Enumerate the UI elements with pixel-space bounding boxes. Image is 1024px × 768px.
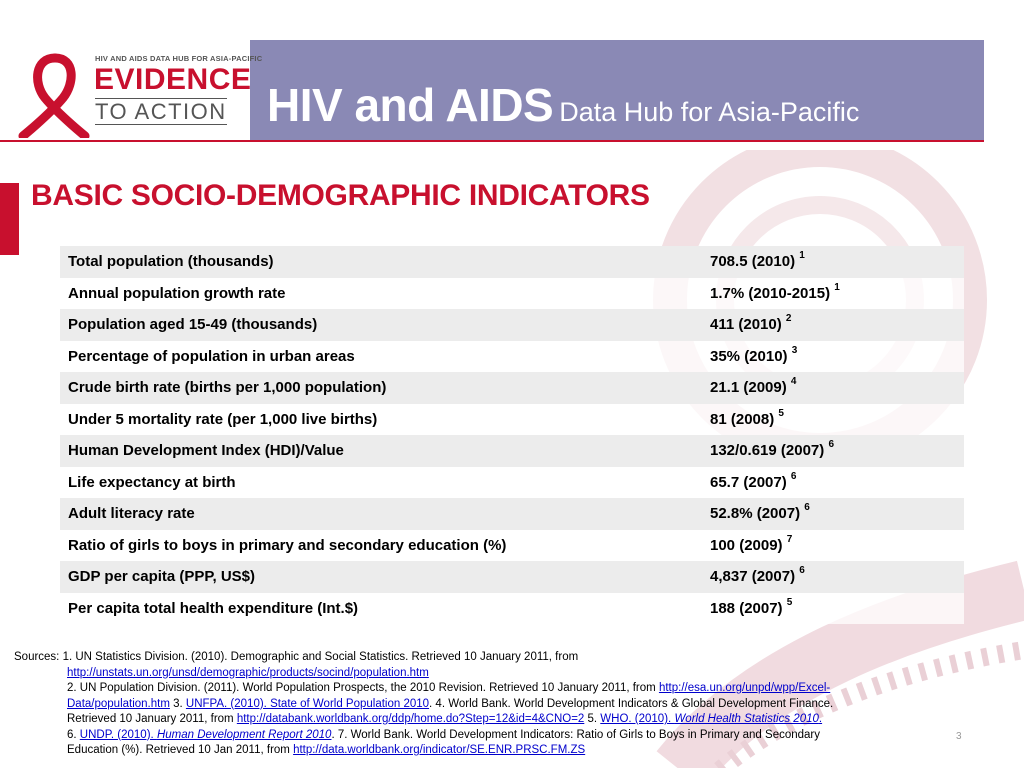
table-row: Under 5 mortality rate (per 1,000 live b… (60, 403, 964, 435)
footnote-ref: 6 (790, 470, 797, 482)
indicator-label: Crude birth rate (births per 1,000 popul… (60, 372, 702, 404)
table-row: GDP per capita (PPP, US$) 4,837 (2007) 6 (60, 561, 964, 593)
indicator-value-cell: 35% (2010) 3 (702, 340, 964, 372)
indicator-value-cell: 188 (2007) 5 (702, 592, 964, 624)
title-main: HIV and AIDS (267, 79, 554, 131)
indicator-label: Life expectancy at birth (60, 466, 702, 498)
indicator-label: Under 5 mortality rate (per 1,000 live b… (60, 403, 702, 435)
source-link-5[interactable]: WHO. (2010). World Health Statistics 201… (600, 713, 823, 725)
footnote-ref: 6 (828, 439, 834, 451)
indicator-value: 1.7% (2010-2015) (710, 284, 831, 302)
indicator-value-cell: 4,837 (2007) 6 (702, 561, 964, 593)
indicator-value-cell: 65.7 (2007) 6 (702, 466, 964, 498)
indicator-value-cell: 21.1 (2009) 4 (702, 372, 964, 404)
footnote-ref: 5 (786, 596, 793, 608)
logo-evidence: EVIDENCE (94, 63, 252, 96)
footnote-ref: 5 (778, 407, 784, 419)
indicator-value-cell: 132/0.619 (2007) 6 (702, 435, 964, 467)
indicators-table: Total population (thousands) 708.5 (2010)… (60, 246, 964, 624)
source-link-2a[interactable]: http://esa.un.org/unpd/wpp/Excel- (658, 682, 831, 694)
table-row: Life expectancy at birth 65.7 (2007) 6 (60, 466, 964, 498)
indicator-value-cell: 708.5 (2010) 1 (702, 246, 964, 278)
indicator-value: 4,837 (2007) (710, 568, 796, 586)
footnote-ref: 6 (799, 565, 805, 577)
header-divider (0, 140, 984, 142)
footnote-ref: 7 (786, 533, 793, 545)
section-title: BASIC SOCIO-DEMOGRAPHIC INDICATORS (31, 179, 650, 212)
source-line-5: Retrieved 10 January 2011, from http://d… (67, 713, 823, 725)
table-row: Crude birth rate (births per 1,000 popul… (60, 372, 964, 404)
indicator-value-cell: 100 (2009) 7 (702, 529, 964, 561)
indicator-value: 35% (2010) (710, 347, 788, 365)
table-row: Total population (thousands) 708.5 (2010)… (60, 246, 964, 278)
indicator-value: 411 (2010) (710, 316, 782, 334)
footnote-ref: 6 (804, 502, 810, 514)
indicator-value-cell: 52.8% (2007) 6 (702, 498, 964, 530)
table-row: Adult literacy rate 52.8% (2007) 6 (60, 498, 964, 530)
section-accent-bar (0, 183, 19, 255)
table-row: Population aged 15-49 (thousands) 411 (20… (60, 309, 964, 341)
table-row: Percentage of population in urban areas 3… (60, 340, 964, 372)
title-sub: Data Hub for Asia-Pacific (559, 97, 860, 127)
indicator-value: 188 (2007) (710, 599, 783, 617)
indicator-label: GDP per capita (PPP, US$) (60, 561, 702, 593)
footnote-ref: 2 (785, 313, 792, 325)
indicator-label: Total population (thousands) (60, 246, 702, 278)
source-line-3: 2. UN Population Division. (2011). World… (67, 682, 831, 694)
source-line-7: Education (%). Retrieved 10 Jan 2011, fr… (67, 744, 586, 756)
table-row: Ratio of girls to boys in primary and se… (60, 529, 964, 561)
logo-tagline: HIV AND AIDS DATA HUB FOR ASIA-PACIFIC (95, 54, 263, 63)
indicator-label: Annual population growth rate (60, 277, 702, 309)
footnote-ref: 3 (791, 344, 798, 356)
footnote-ref: 1 (799, 250, 805, 262)
indicator-label: Percentage of population in urban areas (60, 340, 702, 372)
indicator-value: 81 (2008) (710, 410, 775, 428)
footnote-ref: 1 (834, 281, 840, 293)
indicator-label: Ratio of girls to boys in primary and se… (60, 529, 702, 561)
indicator-label: Human Development Index (HDI)/Value (60, 435, 702, 467)
source-link-6[interactable]: UNDP. (2010). Human Development Report 2… (79, 728, 332, 741)
indicator-label: Per capita total health expenditure (Int… (60, 592, 702, 624)
source-link-4[interactable]: http://databank.worldbank.org/ddp/home.d… (236, 713, 585, 725)
indicator-value: 65.7 (2007) (710, 473, 787, 491)
footnote-ref: 4 (790, 376, 797, 388)
source-link-7[interactable]: http://data.worldbank.org/indicator/SE.E… (293, 744, 586, 756)
table-row: Per capita total health expenditure (Int… (60, 592, 964, 624)
indicator-value-cell: 81 (2008) 5 (702, 403, 964, 435)
page-title: HIV and AIDS Data Hub for Asia-Pacific (267, 78, 859, 132)
source-link-2b[interactable]: Data/population.htm (67, 697, 170, 710)
indicator-value: 21.1 (2009) (710, 379, 787, 397)
sources-note: Sources: 1. UN Statistics Division. (201… (14, 650, 934, 759)
indicator-value-cell: 411 (2010) 2 (702, 309, 964, 341)
source-link-3[interactable]: UNFPA. (2010). State of World Population… (185, 697, 430, 710)
indicator-value: 100 (2009) (710, 536, 783, 554)
page-number: 3 (956, 731, 962, 742)
table-row: Human Development Index (HDI)/Value 132/0… (60, 435, 964, 467)
indicator-value-cell: 1.7% (2010-2015) 1 (702, 277, 964, 309)
source-line-6: 6. UNDP. (2010). Human Development Repor… (67, 728, 820, 741)
indicator-label: Population aged 15-49 (thousands) (60, 309, 702, 341)
source-link-1[interactable]: http://unstats.un.org/unsd/demographic/p… (67, 666, 429, 679)
source-line-1: Sources: 1. UN Statistics Division. (201… (14, 651, 579, 663)
logo-to-action: TO ACTION (95, 98, 227, 125)
source-line-4: Data/population.htm 3. UNFPA. (2010). St… (67, 697, 834, 710)
table-row: Annual population growth rate 1.7% (2010-… (60, 277, 964, 309)
source-line-2: http://unstats.un.org/unsd/demographic/p… (14, 666, 934, 682)
indicator-label: Adult literacy rate (60, 498, 702, 530)
red-ribbon-icon (18, 53, 90, 138)
indicator-value: 708.5 (2010) (710, 253, 796, 271)
indicator-value: 52.8% (2007) (710, 505, 801, 523)
indicator-value: 132/0.619 (2007) (710, 442, 825, 460)
